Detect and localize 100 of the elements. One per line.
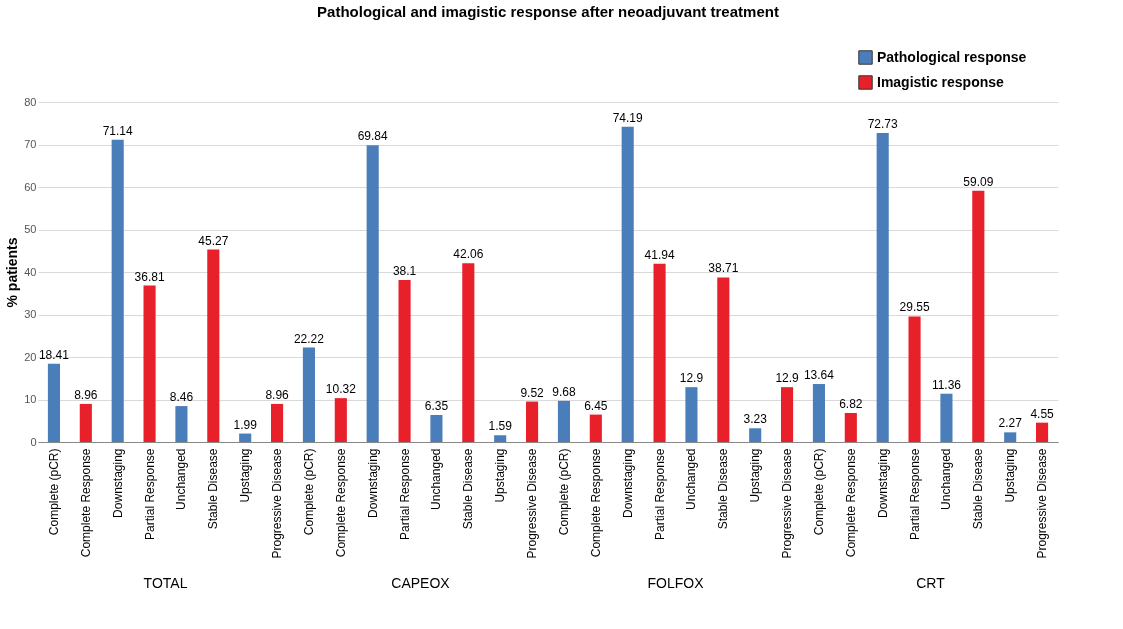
x-tick-label: Complete Response [78, 448, 93, 558]
x-tick-label: Progressive Disease [525, 448, 540, 559]
x-tick-label: Downstaging [365, 448, 380, 518]
x-tick-label: Complete (pCR) [301, 448, 316, 536]
data-label: 9.68 [552, 384, 576, 399]
x-tick-label: Unchanged [939, 448, 954, 510]
bar [79, 403, 92, 442]
data-label: 72.73 [867, 116, 899, 131]
x-tick-label: Progressive Disease [1035, 448, 1050, 559]
data-label: 71.14 [102, 123, 134, 138]
data-label: 22.22 [293, 331, 325, 346]
bar [844, 413, 857, 442]
x-tick-label: Complete Response [333, 448, 348, 558]
text: FOLFOX [647, 575, 705, 591]
bar [430, 415, 443, 442]
data-label: 45.27 [198, 233, 229, 248]
x-tick-label: Complete Response [588, 448, 603, 558]
x-tick-label: Partial Response [907, 448, 922, 540]
data-label: 8.96 [74, 387, 98, 402]
data-label: 1.99 [233, 417, 258, 432]
x-tick-label: Partial Response [397, 448, 412, 540]
legend-label: Pathological response [877, 48, 1027, 65]
bar [175, 406, 188, 442]
x-tick-label: Downstaging [620, 448, 635, 518]
data-label: 1.59 [488, 419, 513, 434]
bar [749, 428, 762, 442]
x-tick-label: Stable Disease [206, 448, 221, 530]
y-tick-label: 50 [24, 223, 37, 235]
bar [940, 393, 953, 442]
data-label: 12.9 [775, 371, 800, 386]
x-tick-label: Downstaging [110, 448, 125, 518]
bar [143, 285, 156, 442]
x-tick-label: Partial Response [652, 448, 667, 540]
data-label: 42.06 [453, 247, 484, 262]
bar [589, 414, 602, 442]
x-tick-label: Upstaging [1003, 448, 1018, 503]
data-label: 12.9 [679, 371, 704, 386]
x-tick-label: Unchanged [684, 448, 699, 510]
chart-title: Pathological and imagistic response after neoadjuvant treatment [317, 3, 779, 20]
x-tick-label: Complete (pCR) [811, 448, 826, 536]
bar [653, 263, 666, 442]
bar [111, 139, 124, 442]
data-label: 8.96 [265, 387, 290, 402]
x-tick-label: Stable Disease [716, 448, 731, 530]
bar [812, 384, 825, 442]
bar [908, 316, 921, 442]
y-tick-label: 20 [24, 350, 37, 363]
data-label: 29.55 [899, 300, 930, 315]
bar [781, 387, 794, 442]
data-label: 74.19 [612, 110, 644, 125]
bar [398, 280, 411, 442]
x-tick-label: Progressive Disease [270, 448, 285, 559]
data-label: 11.36 [931, 377, 962, 392]
data-label: 10.32 [325, 382, 357, 397]
x-tick-label: Complete (pCR) [46, 448, 61, 536]
y-tick-label: 70 [24, 138, 37, 150]
data-label: 6.45 [584, 398, 608, 413]
data-label: 8.46 [169, 390, 194, 405]
bar [526, 401, 539, 442]
bar [462, 263, 475, 442]
x-tick-label: Unchanged [429, 448, 444, 510]
y-tick-label: 30 [24, 308, 37, 320]
legend-label: Imagistic response [877, 73, 1005, 90]
y-tick-label: 10 [24, 393, 37, 405]
bar [717, 277, 730, 442]
x-tick-label: Complete Response [843, 448, 858, 558]
y-axis-title: % patients [4, 237, 21, 308]
bar [1036, 422, 1049, 442]
bar [972, 190, 985, 442]
data-label: 13.64 [803, 368, 835, 383]
bar [1004, 432, 1017, 442]
x-tick-label: Progressive Disease [780, 448, 795, 559]
data-label: 6.82 [839, 397, 863, 412]
bar [366, 145, 379, 442]
data-label: 18.41 [38, 347, 70, 362]
x-tick-label: Stable Disease [461, 448, 476, 530]
x-tick-label: Upstaging [238, 448, 253, 503]
x-tick-label: Partial Response [142, 448, 157, 540]
y-tick-label: 80 [24, 95, 37, 108]
x-tick-label: Unchanged [174, 448, 189, 510]
bar [239, 433, 252, 442]
data-label: 41.94 [644, 247, 675, 262]
x-tick-label: Downstaging [875, 448, 890, 518]
data-label: 9.52 [520, 385, 545, 400]
text: TOTAL [143, 575, 188, 591]
bar [876, 132, 889, 442]
data-label: 4.55 [1030, 406, 1055, 421]
x-tick-label: Upstaging [493, 448, 508, 503]
x-tick-label: Upstaging [748, 448, 763, 503]
data-label: 3.23 [743, 412, 768, 427]
data-label: 2.27 [998, 416, 1023, 431]
data-label: 6.35 [424, 399, 449, 414]
bar [207, 249, 220, 442]
x-tick-label: Complete (pCR) [556, 448, 571, 536]
bar [47, 363, 60, 442]
data-label: 38.1 [392, 264, 417, 279]
bar [621, 126, 634, 442]
data-label: 69.84 [357, 129, 389, 144]
y-tick-label: 0 [30, 435, 37, 448]
data-label: 38.71 [708, 261, 739, 276]
